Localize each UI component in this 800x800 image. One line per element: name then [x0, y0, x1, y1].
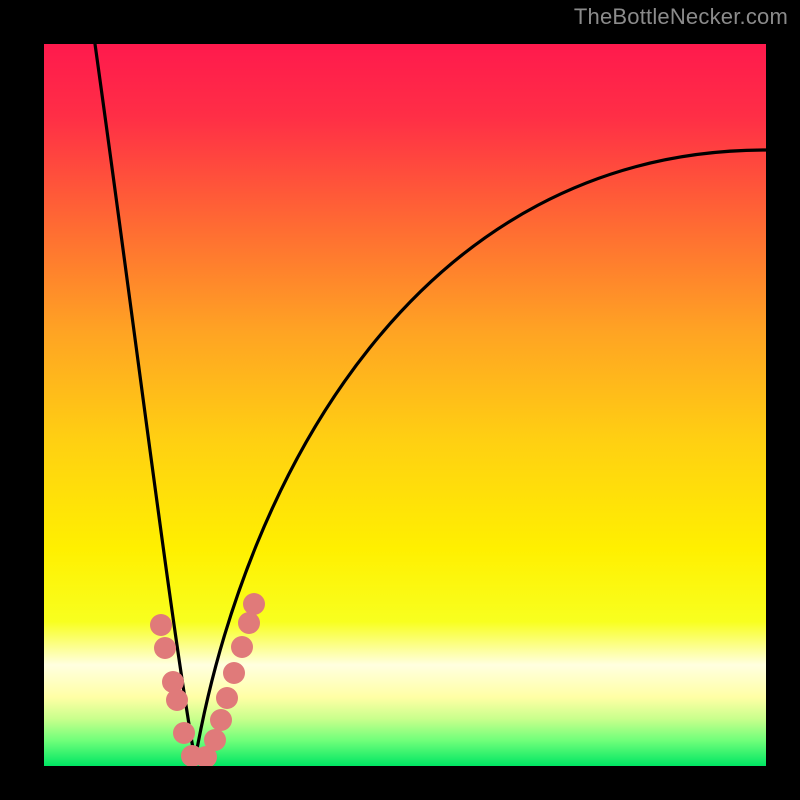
watermark-text: TheBottleNecker.com [574, 4, 788, 30]
curve-marker [231, 636, 253, 658]
curve-marker [223, 662, 245, 684]
chart-gradient-bg [44, 44, 766, 766]
curve-marker [210, 709, 232, 731]
curve-marker [173, 722, 195, 744]
curve-marker [204, 729, 226, 751]
curve-marker [154, 637, 176, 659]
curve-marker [243, 593, 265, 615]
chart-svg [0, 0, 800, 800]
curve-marker [166, 689, 188, 711]
curve-marker [150, 614, 172, 636]
chart-stage: TheBottleNecker.com [0, 0, 800, 800]
curve-marker [238, 612, 260, 634]
curve-marker [216, 687, 238, 709]
